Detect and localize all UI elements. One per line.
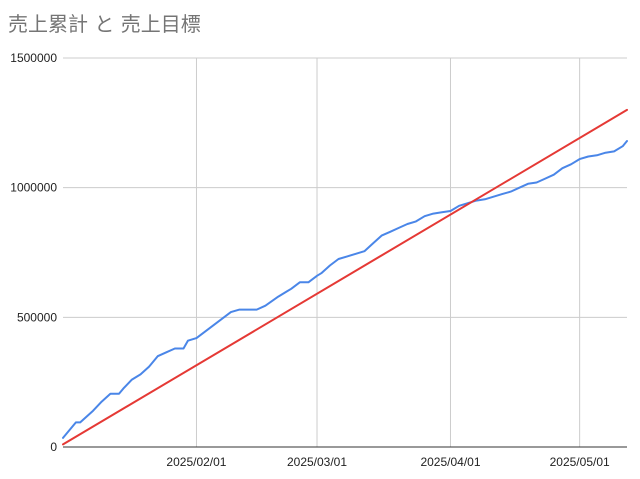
- x-tick-label: 2025/05/01: [550, 455, 610, 469]
- grid-lines: [63, 57, 627, 447]
- x-tick-label: 2025/02/01: [166, 455, 226, 469]
- x-tick-label: 2025/03/01: [287, 455, 347, 469]
- y-tick-label: 500000: [17, 310, 57, 324]
- chart-title: 売上累計 と 売上目標: [8, 12, 201, 36]
- x-tick-label: 2025/04/01: [420, 455, 480, 469]
- y-tick-label: 1000000: [10, 181, 57, 195]
- y-tick-label: 0: [50, 440, 57, 454]
- series-line-actual: [62, 140, 628, 439]
- series-line-target: [62, 108, 628, 446]
- y-tick-label: 1500000: [10, 51, 57, 65]
- tick-labels: 0 500000 1000000 1500000 2025/02/01 2025/03/0…: [10, 51, 610, 469]
- series-lines: [62, 108, 628, 446]
